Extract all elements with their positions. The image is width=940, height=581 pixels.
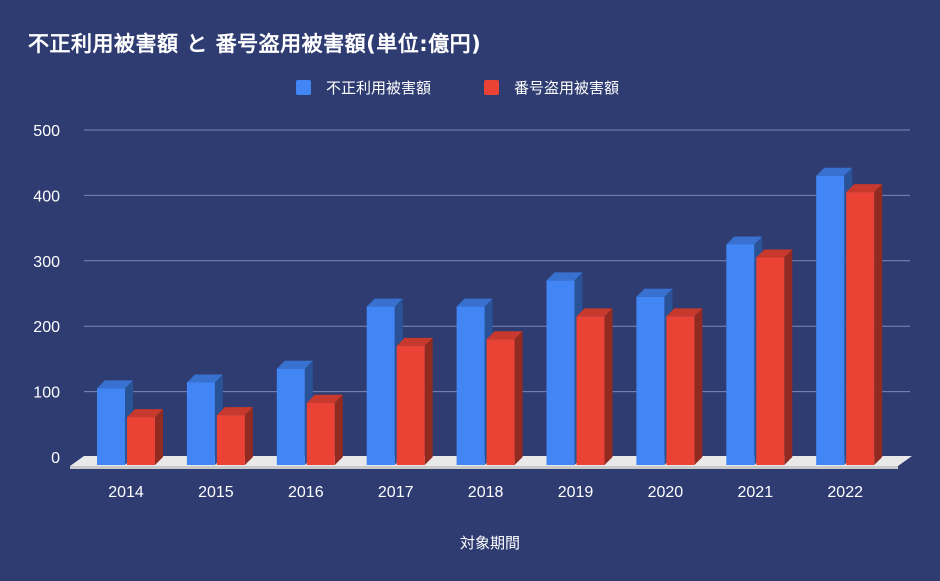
bar-top bbox=[366, 298, 403, 307]
bar-top bbox=[127, 409, 163, 418]
x-axis-ticks: 2014 2015 2016 2017 2018 2019 2020 2021 2022 bbox=[108, 484, 863, 501]
x-tick-label: 2019 bbox=[558, 484, 594, 501]
bar-top bbox=[756, 249, 793, 258]
bar-side bbox=[874, 184, 883, 465]
bar-side bbox=[514, 331, 523, 465]
legend-swatch bbox=[484, 80, 499, 95]
bar-theft-2019 bbox=[576, 308, 613, 465]
bar-front bbox=[276, 368, 305, 465]
bar-top bbox=[97, 380, 133, 389]
bar-top bbox=[216, 407, 253, 416]
bar-theft-2016 bbox=[306, 394, 343, 465]
bar-top bbox=[186, 374, 223, 383]
bar-side bbox=[155, 409, 163, 465]
x-tick-label: 2015 bbox=[198, 484, 234, 501]
bar-theft-2015 bbox=[216, 407, 253, 465]
bar-front bbox=[216, 415, 245, 465]
bar-theft-2022 bbox=[846, 184, 883, 465]
chart-title: 不正利用被害額 と 番号盗用被害額(単位:億円) bbox=[28, 32, 482, 56]
bar-front bbox=[576, 316, 605, 465]
bar-side bbox=[334, 394, 343, 465]
bar-front bbox=[186, 382, 215, 465]
bar-top bbox=[546, 272, 583, 281]
legend: 不正利用被害額 番号盗用被害額 bbox=[296, 79, 619, 97]
y-tick-label: 0 bbox=[51, 450, 60, 467]
x-tick-label: 2014 bbox=[108, 484, 144, 501]
legend-label: 番号盗用被害額 bbox=[514, 79, 619, 97]
bar-top bbox=[636, 288, 673, 297]
y-tick-label: 200 bbox=[33, 319, 60, 336]
bar-front bbox=[846, 192, 875, 465]
bar-theft-2014 bbox=[127, 409, 163, 465]
bar-top bbox=[576, 308, 613, 317]
bar-top bbox=[306, 394, 343, 403]
y-tick-label: 100 bbox=[33, 385, 60, 402]
bar-theft-2021 bbox=[756, 249, 793, 465]
x-tick-label: 2017 bbox=[378, 484, 414, 501]
bar-top bbox=[816, 167, 853, 176]
bar-front bbox=[366, 306, 395, 465]
x-tick-label: 2018 bbox=[468, 484, 504, 501]
bar-front bbox=[456, 306, 485, 465]
bar-front bbox=[816, 175, 845, 465]
x-tick-label: 2022 bbox=[827, 484, 863, 501]
y-tick-label: 500 bbox=[33, 123, 60, 140]
bar-side bbox=[244, 407, 253, 465]
bar-front bbox=[306, 402, 335, 465]
bar-side bbox=[604, 308, 613, 465]
bar-top bbox=[846, 184, 883, 193]
bar-front bbox=[546, 280, 575, 465]
x-axis-title: 対象期間 bbox=[460, 534, 520, 552]
bar-top bbox=[726, 236, 763, 245]
bar-front bbox=[396, 345, 425, 465]
bar-theft-2018 bbox=[486, 331, 523, 465]
bar-front bbox=[756, 257, 785, 465]
legend-swatch bbox=[296, 80, 311, 95]
legend-item-theft: 番号盗用被害額 bbox=[484, 79, 619, 97]
bar-top bbox=[396, 337, 433, 346]
bar-front bbox=[127, 417, 155, 465]
y-axis-ticks: 0 100 200 300 400 500 bbox=[33, 123, 60, 467]
bar-side bbox=[694, 308, 703, 465]
bar-fraud-2018 bbox=[456, 298, 493, 465]
floor-edge bbox=[70, 466, 898, 469]
bar-top bbox=[456, 298, 493, 307]
x-tick-label: 2021 bbox=[738, 484, 774, 501]
bar-front bbox=[97, 388, 125, 465]
bars bbox=[97, 167, 883, 465]
bar-front bbox=[486, 339, 515, 465]
y-tick-label: 400 bbox=[33, 188, 60, 205]
bar-side bbox=[784, 249, 793, 465]
y-tick-label: 300 bbox=[33, 254, 60, 271]
bar-front bbox=[726, 244, 755, 465]
bar-side bbox=[424, 337, 433, 465]
bar-top bbox=[486, 331, 523, 340]
bar-fraud-2017 bbox=[366, 298, 403, 465]
x-tick-label: 2016 bbox=[288, 484, 324, 501]
bar-theft-2017 bbox=[396, 337, 433, 465]
bar-theft-2020 bbox=[666, 308, 703, 465]
bar-top bbox=[276, 360, 313, 369]
legend-item-fraud: 不正利用被害額 bbox=[296, 79, 431, 97]
x-tick-label: 2020 bbox=[648, 484, 684, 501]
bar-front bbox=[636, 296, 665, 465]
legend-label: 不正利用被害額 bbox=[326, 79, 431, 97]
bar-front bbox=[666, 316, 695, 465]
bar-top bbox=[666, 308, 703, 317]
